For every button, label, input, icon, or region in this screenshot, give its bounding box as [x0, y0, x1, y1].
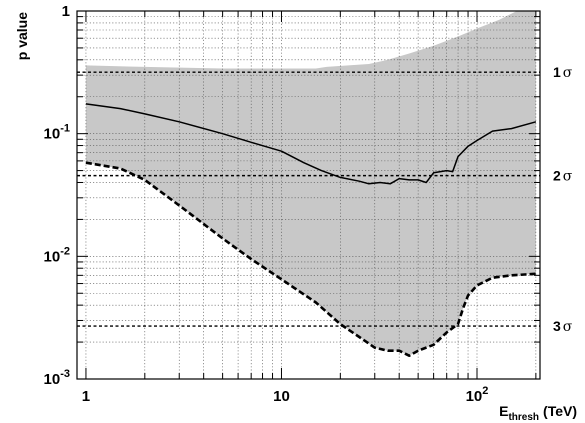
series-layer — [85, 103, 537, 358]
x-axis-title: Ethresh (TeV) — [499, 403, 577, 423]
y-tick-label-exponent: -2 — [60, 245, 70, 257]
series-solid — [85, 103, 537, 185]
sigma-symbol: σ — [563, 169, 573, 185]
sigma-labels: 1 σ2 σ3 σ — [553, 64, 573, 335]
y-tick-label-base: 10 — [44, 126, 61, 143]
confidence-band — [85, 11, 536, 356]
x-tick-label: 1 — [82, 388, 90, 405]
sigma-label-number: 1 — [553, 64, 561, 80]
x-tick-label-exponent: 2 — [482, 385, 488, 397]
sigma-label-number: 3 — [553, 318, 561, 334]
sigma-symbol: σ — [563, 65, 573, 81]
y-tick-label: 1 — [62, 3, 70, 20]
x-axis-title-main: E — [499, 403, 508, 419]
sigma-lines — [77, 71, 540, 327]
y-tick-label-base: 10 — [44, 248, 61, 265]
x-axis-title-sub: thresh — [508, 412, 539, 423]
x-tick-label: 102 — [466, 385, 489, 405]
series-lower-dashed — [85, 161, 536, 358]
y-tick-label-base: 1 — [62, 3, 70, 20]
band-layer — [85, 11, 536, 356]
x-tick-label-base: 1 — [82, 388, 90, 405]
y-tick-label-exponent: -1 — [60, 123, 70, 135]
y-tick-label: 10-3 — [44, 368, 70, 388]
x-tick-label: 10 — [273, 388, 290, 405]
ticks — [76, 10, 540, 380]
sigma-symbol: σ — [563, 319, 573, 335]
y-tick-label-base: 10 — [44, 371, 61, 388]
plot-frame — [76, 10, 541, 380]
x-tick-label-base: 10 — [273, 388, 290, 405]
y-axis-title: p value — [14, 12, 30, 60]
y-tick-label: 10-1 — [44, 123, 70, 143]
x-axis-title-unit: (TeV) — [543, 403, 577, 419]
y-tick-label: 10-2 — [44, 245, 70, 265]
y-tick-label-exponent: -3 — [60, 368, 70, 380]
x-tick-label-base: 10 — [466, 388, 483, 405]
sigma-label-number: 2 — [553, 168, 561, 184]
